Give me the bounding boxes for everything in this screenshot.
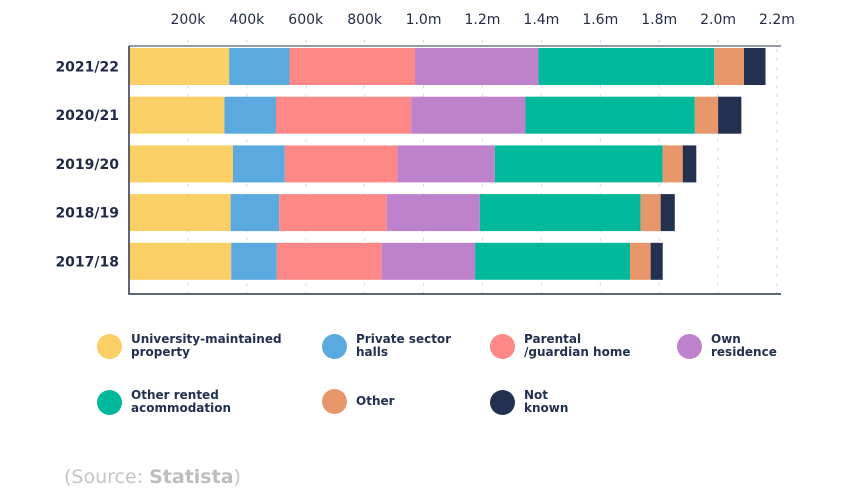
bar-segment (475, 242, 631, 280)
x-tick-label: 1.6m (582, 12, 618, 28)
bar-segment (415, 48, 539, 85)
x-tick-label: 1.2m (465, 12, 501, 28)
x-tick-label: 200k (170, 12, 206, 28)
bar-segment (230, 194, 280, 232)
x-tick-label: 1.0m (406, 12, 442, 28)
bar-segment (640, 194, 661, 232)
legend-swatch-icon (677, 333, 702, 359)
bar-segment (525, 96, 695, 134)
source-note: (Source: Statista) (64, 466, 241, 488)
bar-segment (682, 145, 697, 183)
legend-label: Not known (524, 388, 569, 415)
y-category-label: 2020/21 (55, 108, 119, 124)
x-tick-label: 1.8m (641, 12, 677, 28)
bar-segment (479, 194, 641, 232)
x-tick-label: 600k (288, 12, 324, 28)
x-tick-label: 400k (229, 12, 265, 28)
bar-segment (381, 242, 476, 280)
bar-segment (718, 96, 742, 134)
legend-swatch-icon (490, 333, 515, 359)
bar-segment (276, 242, 382, 280)
stacked-bar-chart: 200k 400k 600k 800k 1.0m 1.2m 1.4m 1.6m 1.8m 2.0m… (55, 12, 795, 295)
x-tick-label: 800k (347, 12, 383, 28)
bar-segment (224, 96, 276, 134)
source-suffix: ) (233, 466, 241, 488)
y-category-label: 2019/20 (55, 157, 119, 173)
bar-segment (229, 48, 290, 85)
x-tick-label: 2.2m (759, 12, 795, 28)
bar-segment (386, 194, 480, 232)
legend-item: Other (322, 389, 526, 414)
x-tick-label: 1.4m (523, 12, 559, 28)
source-prefix: (Source: (64, 466, 150, 488)
axis-frame (128, 46, 781, 295)
legend-label: University-maintained property (131, 332, 282, 359)
bar-segment (289, 48, 416, 85)
legend-item: Own residence (677, 333, 842, 359)
legend-label: Other rented acommodation (131, 388, 232, 415)
bar-segment (129, 145, 233, 183)
legend-swatch-icon (490, 389, 515, 415)
bar-segment (694, 96, 719, 134)
legend-item: Parental /guardian home (490, 333, 694, 359)
bar-segment (279, 194, 387, 232)
legend-swatch-icon (97, 389, 122, 415)
x-tick-label: 2.0m (700, 12, 736, 28)
bar-segment (494, 145, 663, 183)
bar-segment (232, 145, 285, 183)
legend-item: Private sector halls (322, 333, 526, 359)
legend-item: University-maintained property (97, 333, 301, 359)
bar-segment (129, 242, 232, 280)
legend-label: Other (356, 394, 395, 408)
bar-segment (714, 48, 745, 85)
bar-segment (662, 145, 683, 183)
bar-segment (129, 48, 230, 85)
legend-label: Own residence (711, 332, 777, 359)
legend-swatch-icon (97, 333, 122, 359)
bar-segment (129, 194, 231, 232)
bar-segment (660, 194, 675, 232)
bar-segment (275, 96, 412, 134)
bar-segment (284, 145, 398, 183)
bar-segment (630, 242, 651, 280)
bar-segment (411, 96, 526, 134)
bar-segment (538, 48, 715, 85)
y-category-label: 2017/18 (55, 254, 119, 270)
bar-segment (650, 242, 663, 280)
legend-label: Private sector halls (356, 332, 452, 359)
bar-segment (231, 242, 277, 280)
legend-item: Not known (490, 389, 694, 415)
bar-segment (744, 48, 766, 85)
legend-swatch-icon (322, 333, 347, 359)
bar-segment (129, 96, 225, 134)
bar-segment (397, 145, 495, 183)
source-name: Statista (149, 466, 234, 488)
legend-label: Parental /guardian home (524, 332, 631, 359)
legend-item: Other rented acommodation (97, 389, 301, 415)
y-category-label: 2021/22 (55, 60, 119, 76)
y-category-label: 2018/19 (55, 206, 119, 222)
legend-swatch-icon (322, 389, 347, 414)
